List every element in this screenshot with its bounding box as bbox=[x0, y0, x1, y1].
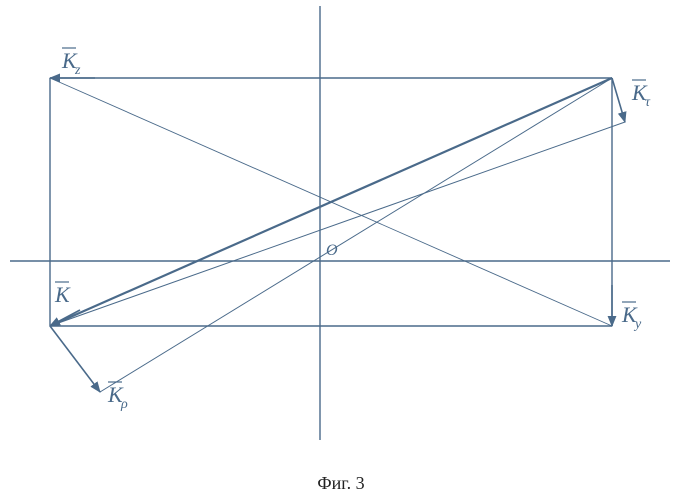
line-rho-to-tr bbox=[100, 78, 612, 392]
svg-text:τ: τ bbox=[645, 95, 651, 110]
label-K_z: Kz bbox=[61, 48, 81, 78]
vector-K bbox=[50, 310, 80, 326]
label-K_tau: Kτ bbox=[631, 80, 651, 110]
label-K: K bbox=[54, 282, 71, 307]
svg-text:z: z bbox=[74, 63, 81, 78]
line-tau-to-bl bbox=[50, 122, 625, 326]
origin-label: O bbox=[326, 242, 338, 259]
figure-caption: Фиг. 3 bbox=[0, 473, 682, 494]
svg-text:ρ: ρ bbox=[120, 397, 128, 412]
label-K_rho: Kρ bbox=[107, 382, 128, 412]
label-K_y: Ky bbox=[621, 302, 642, 332]
svg-text:K: K bbox=[54, 282, 71, 307]
svg-text:y: y bbox=[633, 317, 642, 332]
vector-K_rho bbox=[50, 326, 100, 392]
vector-K_tau bbox=[612, 78, 625, 122]
